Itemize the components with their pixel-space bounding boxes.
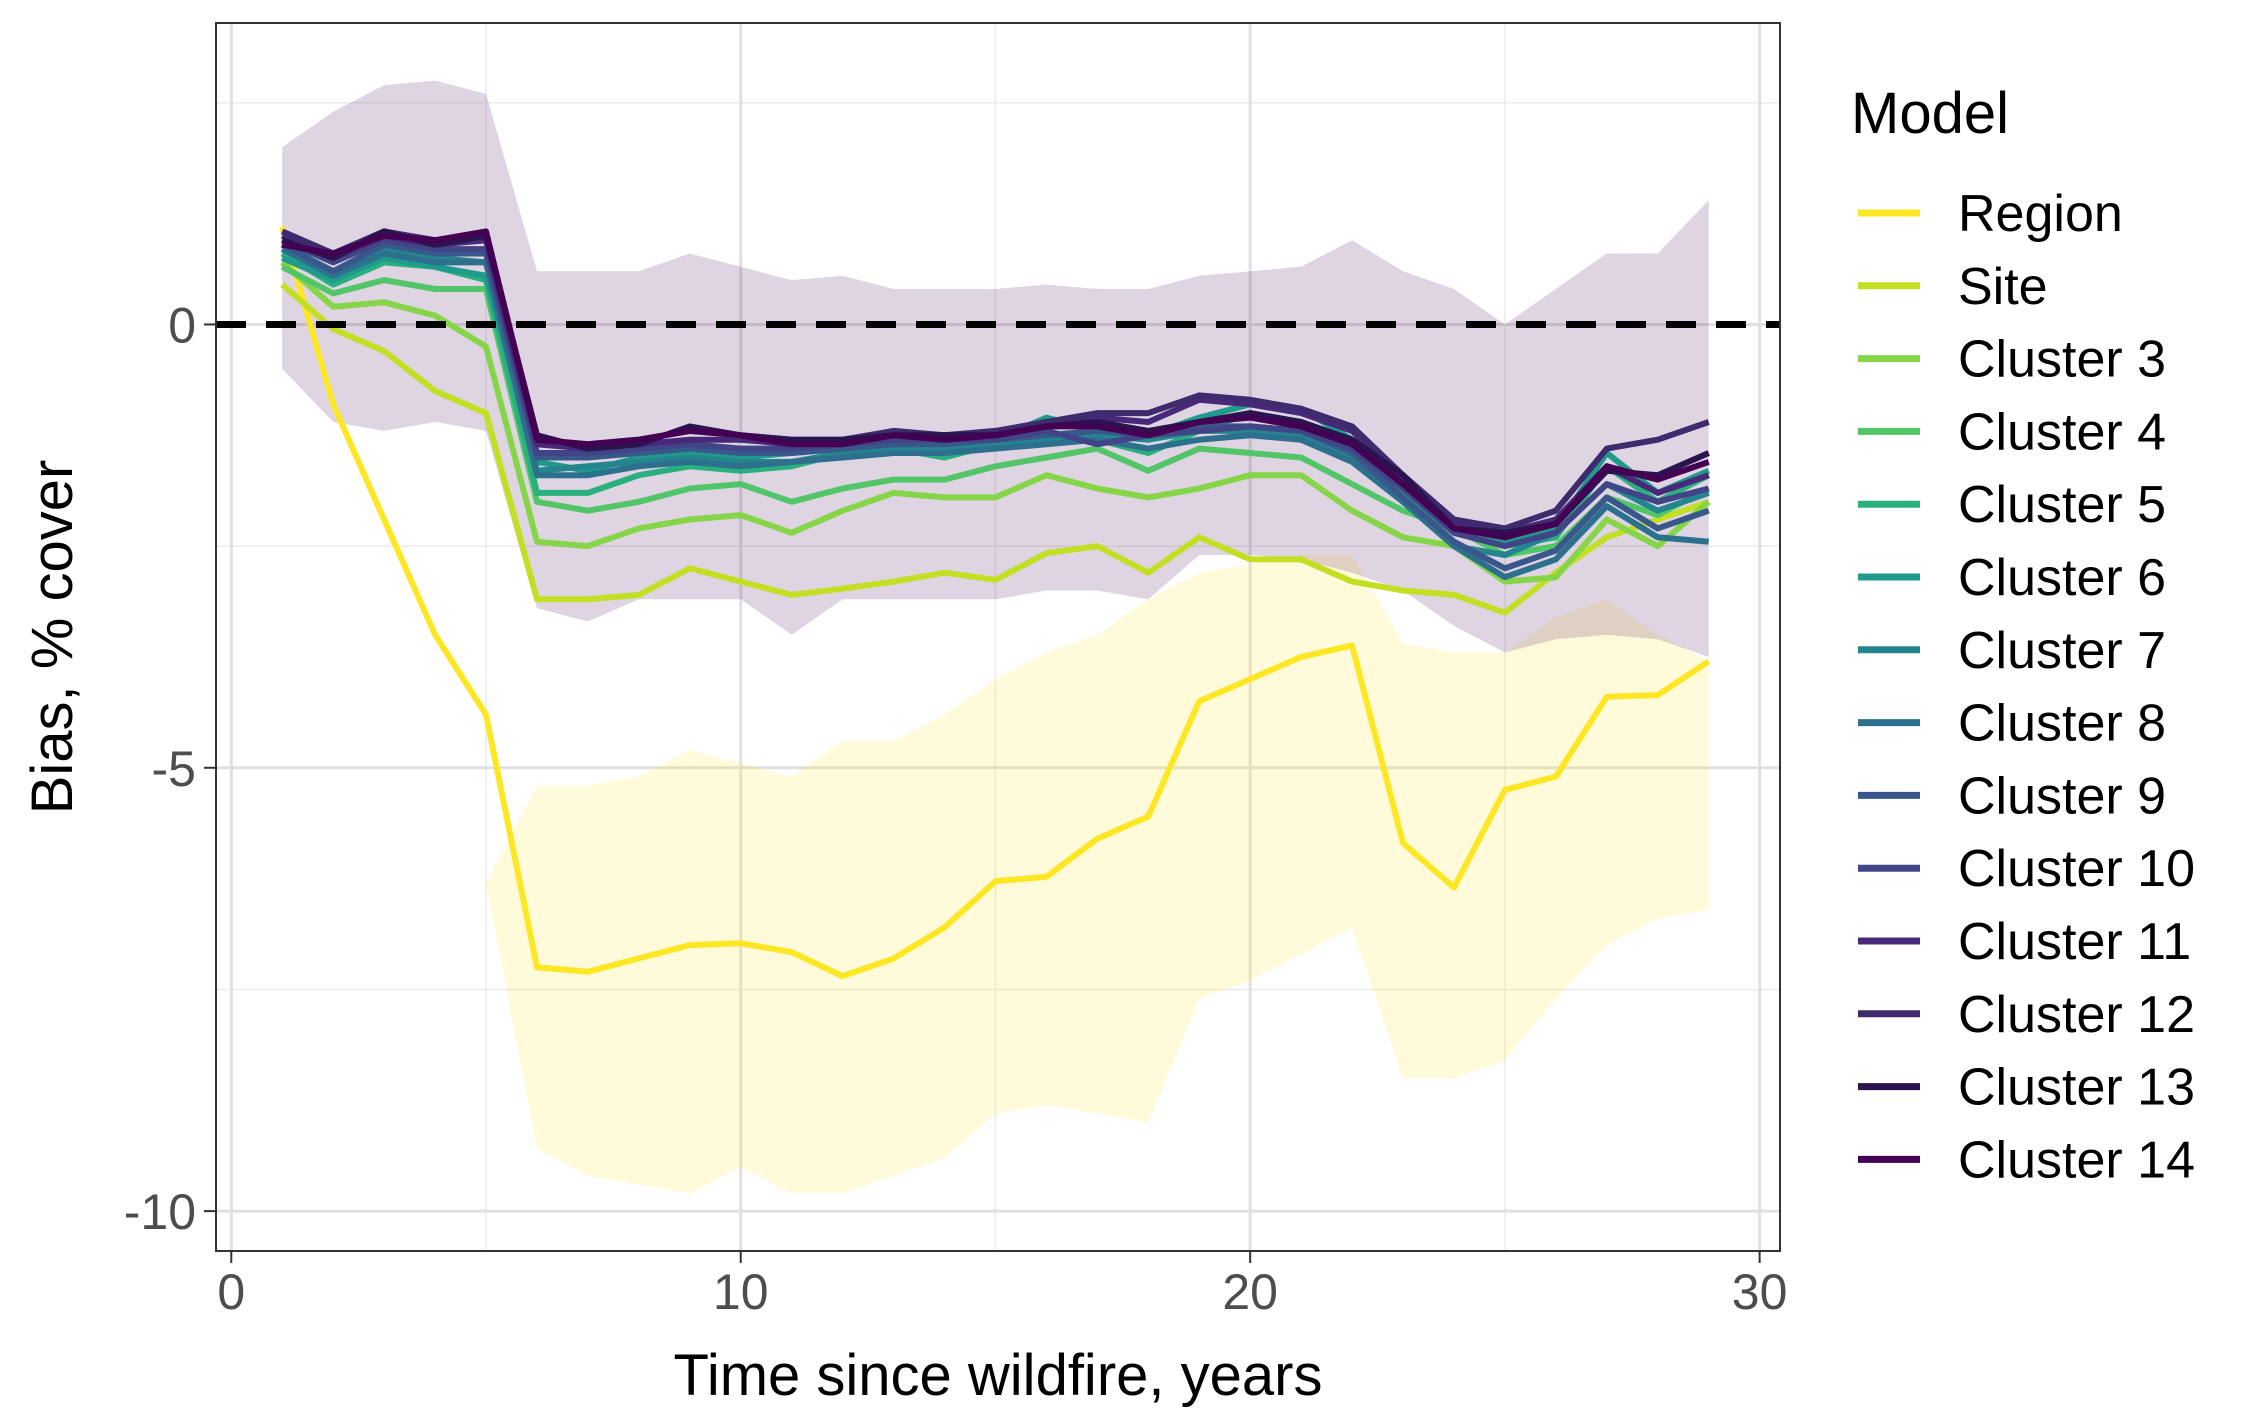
legend-items: Region Site Cluster 3 Cluster 4 Cluster 5 Clu… bbox=[1858, 185, 2195, 1189]
y-tick-label: -5 bbox=[152, 741, 196, 797]
legend-label-cluster-10: Cluster 10 bbox=[1958, 840, 2195, 898]
legend-label-cluster-13: Cluster 13 bbox=[1958, 1059, 2195, 1117]
legend-label-cluster-6: Cluster 6 bbox=[1958, 549, 2166, 607]
series-lines bbox=[279, 226, 1711, 980]
x-tick-label: 0 bbox=[217, 1264, 245, 1320]
legend-label-region: Region bbox=[1958, 185, 2123, 243]
legend-item-cluster-8: Cluster 8 bbox=[1858, 695, 2166, 753]
legend-label-cluster-8: Cluster 8 bbox=[1958, 695, 2166, 753]
legend-item-cluster-4: Cluster 4 bbox=[1858, 403, 2166, 461]
y-tick-label: 0 bbox=[168, 297, 196, 353]
legend-label-site: Site bbox=[1958, 258, 2048, 316]
legend-item-cluster-10: Cluster 10 bbox=[1858, 840, 2195, 898]
plot-background bbox=[216, 23, 1780, 1251]
y-axis-title: Bias, % cover bbox=[20, 460, 85, 815]
plot-border bbox=[215, 22, 1781, 1252]
axes: 0 10 20 30 0 -5 -10 bbox=[124, 297, 1788, 1320]
x-tick-label: 30 bbox=[1732, 1264, 1788, 1320]
legend-item-region: Region bbox=[1858, 185, 2123, 243]
legend-item-cluster-14: Cluster 14 bbox=[1858, 1131, 2195, 1189]
legend-item-cluster-13: Cluster 13 bbox=[1858, 1059, 2195, 1117]
legend-label-cluster-12: Cluster 12 bbox=[1958, 986, 2195, 1044]
legend-item-cluster-5: Cluster 5 bbox=[1858, 476, 2166, 534]
grid-lines bbox=[216, 23, 1780, 1251]
legend-item-cluster-3: Cluster 3 bbox=[1858, 331, 2166, 389]
legend-item-cluster-12: Cluster 12 bbox=[1858, 986, 2195, 1044]
legend-label-cluster-14: Cluster 14 bbox=[1958, 1131, 2195, 1189]
legend-item-cluster-7: Cluster 7 bbox=[1858, 622, 2166, 680]
legend: Model Region Site Cluster 3 Cluster 4 Cluste… bbox=[1851, 81, 2195, 1189]
series-line-region bbox=[279, 226, 1711, 980]
legend-label-cluster-11: Cluster 11 bbox=[1958, 913, 2191, 971]
legend-label-cluster-7: Cluster 7 bbox=[1958, 622, 2166, 680]
legend-item-cluster-11: Cluster 11 bbox=[1858, 913, 2191, 971]
plot-panel bbox=[215, 22, 1781, 1252]
legend-item-cluster-6: Cluster 6 bbox=[1858, 549, 2166, 607]
legend-item-site: Site bbox=[1858, 258, 2048, 316]
band-region bbox=[282, 359, 1709, 1194]
legend-title: Model bbox=[1851, 81, 2009, 146]
legend-label-cluster-4: Cluster 4 bbox=[1958, 403, 2166, 461]
legend-label-cluster-5: Cluster 5 bbox=[1958, 476, 2166, 534]
legend-item-cluster-9: Cluster 9 bbox=[1858, 767, 2166, 825]
x-tick-label: 20 bbox=[1222, 1264, 1278, 1320]
y-tick-label: -10 bbox=[124, 1184, 196, 1240]
legend-label-cluster-3: Cluster 3 bbox=[1958, 331, 2166, 389]
legend-label-cluster-9: Cluster 9 bbox=[1958, 767, 2166, 825]
series-line-cluster-8 bbox=[280, 246, 1709, 581]
x-axis-title: Time since wildfire, years bbox=[674, 1343, 1323, 1408]
x-tick-label: 10 bbox=[713, 1264, 769, 1320]
series-line-cluster-14 bbox=[281, 228, 1710, 541]
series-line-site bbox=[280, 282, 1710, 616]
